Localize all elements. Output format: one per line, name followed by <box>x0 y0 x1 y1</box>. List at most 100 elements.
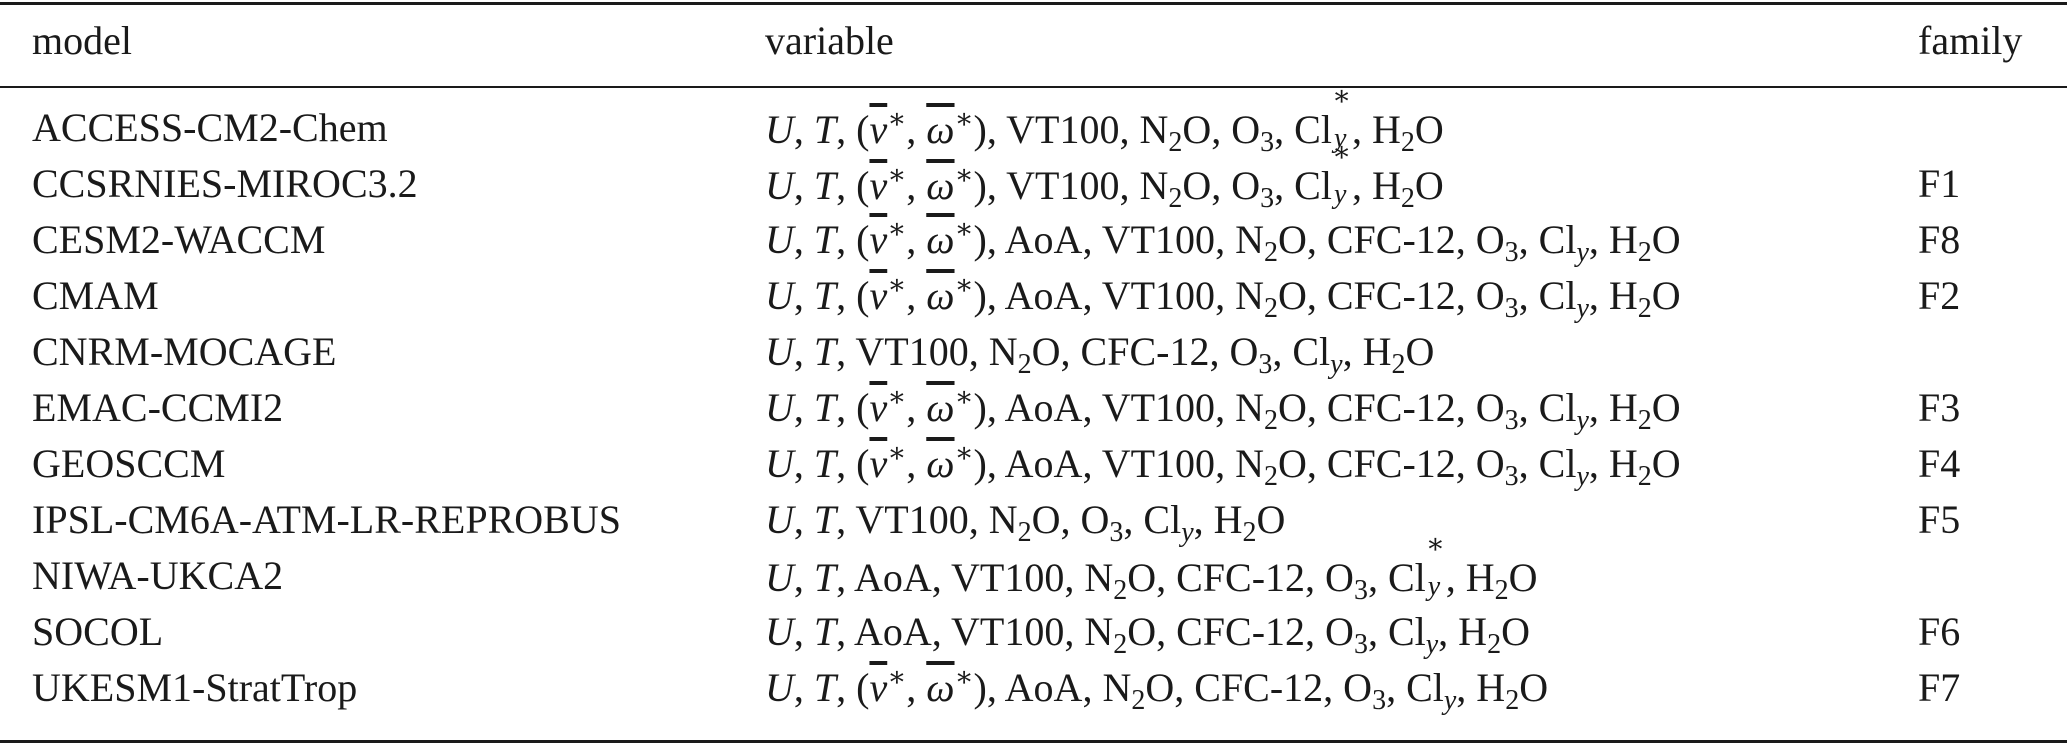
variable-item: T <box>813 497 837 542</box>
variable-item: AoA <box>853 555 932 600</box>
variable-item: N2O <box>1084 609 1157 661</box>
variable-item: VT100 <box>951 609 1065 654</box>
variable-item: O3 <box>1475 441 1519 493</box>
table-row-variables: U, T, (v∗, ω∗), AoA, VT100, N2O, CFC-12,… <box>765 213 1681 269</box>
variable-item: (v∗, ω∗) <box>856 437 987 486</box>
table-row-family: F8 <box>1918 217 1961 262</box>
variable-item: (v∗, ω∗) <box>856 213 987 262</box>
variable-item: O3 <box>1475 217 1519 269</box>
table-row-family: F6 <box>1918 609 1961 654</box>
variable-item: VT100 <box>1101 273 1216 318</box>
variable-item: Cly <box>1292 329 1343 381</box>
table-row-model: NIWA-UKCA2 <box>32 553 284 598</box>
variable-item: O3 <box>1231 107 1275 159</box>
variable-item: N2O <box>1235 217 1307 269</box>
variable-item: CFC-12 <box>1194 665 1324 710</box>
variable-item: H2O <box>1371 163 1444 215</box>
variable-item: T <box>813 217 837 262</box>
variable-item: VT100 <box>855 497 969 542</box>
variable-item: Cly <box>1538 441 1589 493</box>
variable-item: VT100 <box>951 555 1065 600</box>
variable-item: N2O <box>1139 163 1212 215</box>
variable-item: O3 <box>1229 329 1273 381</box>
header-family: family <box>1918 18 2023 63</box>
variable-item: AoA <box>1004 441 1083 486</box>
table-bottom-rule <box>0 740 2067 743</box>
variable-item: H2O <box>1213 497 1286 549</box>
variable-item: O3 <box>1080 497 1124 549</box>
variable-item: H2O <box>1608 385 1681 437</box>
table-row-model: GEOSCCM <box>32 441 226 486</box>
variable-item: VT100 <box>1101 385 1216 430</box>
variable-item: H2O <box>1458 609 1530 661</box>
variable-item: T <box>813 107 837 152</box>
variable-item: U <box>765 555 794 600</box>
variable-item: U <box>765 609 794 654</box>
variable-item: VT100 <box>855 329 969 374</box>
table-row-family: F7 <box>1918 665 1961 710</box>
table-row-model: CNRM-MOCAGE <box>32 329 337 374</box>
variable-item: U <box>765 665 794 710</box>
variable-item: VT100 <box>1006 107 1120 152</box>
variable-item: N2O <box>1235 385 1307 437</box>
table-row-variables: U, T, (v∗, ω∗), AoA, N2O, CFC-12, O3, Cl… <box>765 661 1549 717</box>
table-row-variables: U, T, AoA, VT100, N2O, CFC-12, O3, Cly, … <box>765 609 1530 661</box>
table-row-model: IPSL-CM6A-ATM-LR-REPROBUS <box>32 497 621 542</box>
table-row-family: F4 <box>1918 441 1961 486</box>
variable-item: CFC-12 <box>1176 555 1306 600</box>
variable-item: O3 <box>1475 385 1519 437</box>
variable-item: N2O <box>1235 273 1307 325</box>
variable-item: N2O <box>988 497 1061 549</box>
variable-item: (v∗, ω∗) <box>856 103 987 152</box>
variable-item: T <box>813 163 837 208</box>
variable-item: CFC-12 <box>1326 385 1456 430</box>
variable-item: H2O <box>1608 273 1681 325</box>
table-row-model: CESM2-WACCM <box>32 217 326 262</box>
variable-item: O3 <box>1475 273 1519 325</box>
table-row-variables: U, T, (v∗, ω∗), AoA, VT100, N2O, CFC-12,… <box>765 269 1681 325</box>
variable-item: CFC-12 <box>1326 217 1456 262</box>
variable-item: N2O <box>988 329 1061 381</box>
variable-item: U <box>765 107 794 152</box>
table-row-model: ACCESS-CM2-Chem <box>32 105 388 150</box>
table-top-rule <box>0 2 2067 5</box>
variable-item: O3 <box>1343 665 1387 717</box>
variable-item: AoA <box>853 609 932 654</box>
variable-item: Cly <box>1538 217 1589 269</box>
table-row-variables: U, T, (v∗, ω∗), VT100, N2O, O3, Cl ∗ y, H2… <box>765 137 1444 215</box>
variable-item: CFC-12 <box>1176 609 1306 654</box>
variable-item: Cl ∗ y <box>1387 529 1445 602</box>
table-row-model: EMAC-CCMI2 <box>32 385 284 430</box>
variable-item: U <box>765 497 794 542</box>
variable-item: AoA <box>1004 385 1083 430</box>
variable-item: Cl ∗ y <box>1294 81 1351 154</box>
table-row-variables: U, T, (v∗, ω∗), AoA, VT100, N2O, CFC-12,… <box>765 381 1681 437</box>
table-row-model: CMAM <box>32 273 159 318</box>
table-row-model: SOCOL <box>32 609 164 654</box>
table-row-variables: U, T, (v∗, ω∗), VT100, N2O, O3, Cl ∗ y, H2… <box>765 81 1444 159</box>
variable-item: T <box>813 329 837 374</box>
variable-item: H2O <box>1608 217 1681 269</box>
variable-item: U <box>765 385 794 430</box>
variable-item: N2O <box>1235 441 1307 493</box>
variable-item: CFC-12 <box>1326 441 1456 486</box>
variable-item: U <box>765 329 794 374</box>
variable-item: CFC-12 <box>1080 329 1210 374</box>
variable-item: Cly <box>1143 497 1194 549</box>
variable-item: N2O <box>1102 665 1175 717</box>
header-variable: variable <box>765 18 894 63</box>
variable-item: (v∗, ω∗) <box>856 381 987 430</box>
table-row-model: CCSRNIES-MIROC3.2 <box>32 161 418 206</box>
variable-item: T <box>813 441 837 486</box>
table-header-rule <box>0 86 2067 88</box>
variable-item: (v∗, ω∗) <box>856 661 987 710</box>
variable-item: T <box>813 273 837 318</box>
table-row-variables: U, T, VT100, N2O, O3, Cly, H2O <box>765 497 1286 549</box>
variable-item: O3 <box>1325 555 1368 607</box>
variable-item: U <box>765 273 794 318</box>
variable-item: U <box>765 441 794 486</box>
variable-item: T <box>813 665 837 710</box>
variable-item: H2O <box>1371 107 1444 159</box>
header-model: model <box>32 18 132 63</box>
